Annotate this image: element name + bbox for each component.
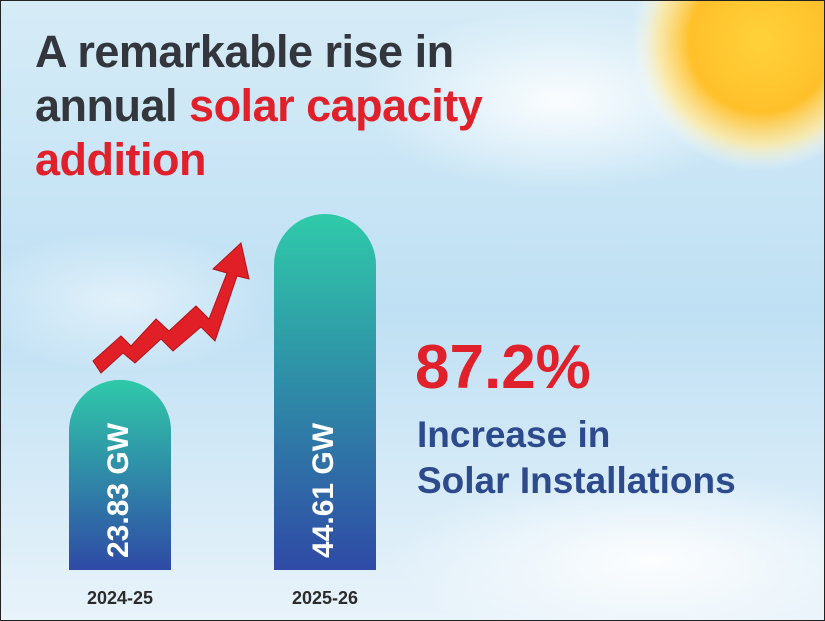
- caption-line: Increase in: [417, 413, 610, 457]
- x-tick-label: 2025-26: [292, 588, 358, 608]
- highlight-value: 87.2%: [415, 333, 591, 403]
- value-label: 44.61 GW: [307, 422, 340, 558]
- title: A remarkable rise in annual solar capaci…: [35, 25, 515, 187]
- value-label: 23.83 GW: [102, 422, 135, 558]
- x-tick-label: 2024-25: [87, 588, 153, 608]
- caption-line: Solar Installations: [417, 459, 736, 503]
- infographic: 23.83 GW 2024-25 44.61 GW 2025-26 A remarka…: [0, 0, 825, 621]
